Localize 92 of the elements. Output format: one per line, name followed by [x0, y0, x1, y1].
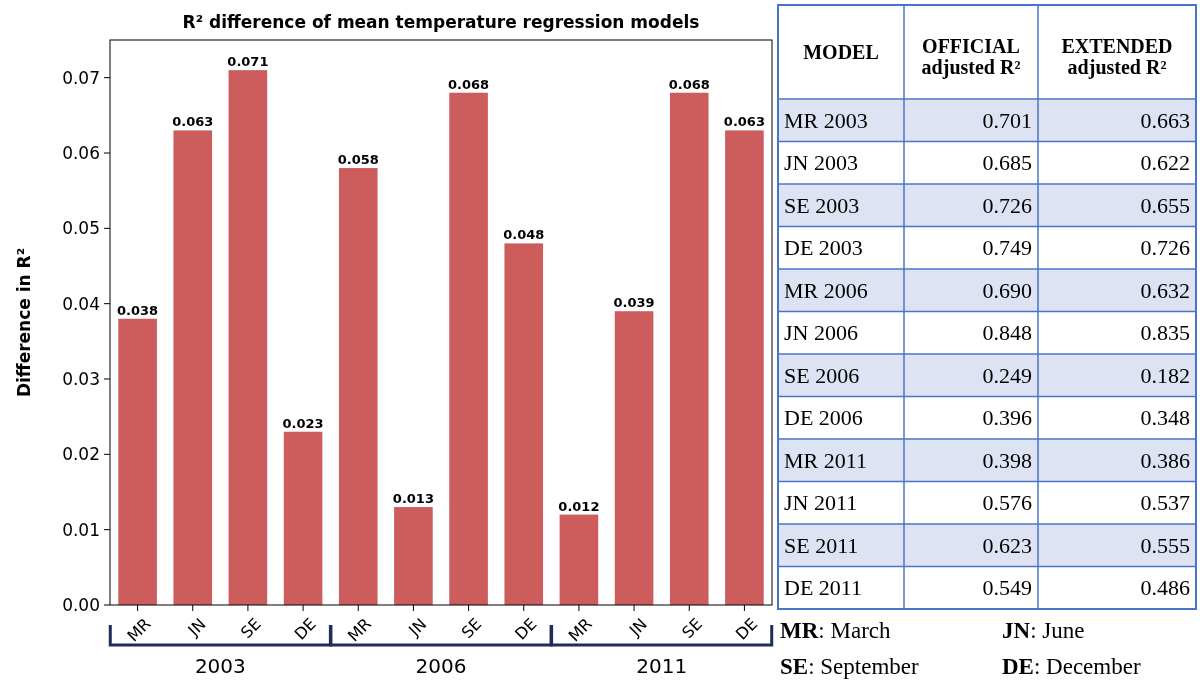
x-tick-label: SE: [678, 614, 706, 643]
category-label: SE 2011: [784, 532, 859, 558]
data-label: 0.685: [982, 150, 1032, 176]
bar: [614, 311, 654, 605]
data-label: 0.063: [172, 114, 214, 130]
x-tick-label: MR: [123, 614, 155, 646]
text: SE: September: [780, 654, 919, 679]
text: 2003: [194, 654, 246, 678]
category-label: MR 2011: [784, 447, 867, 473]
y-tick-label: 0.06: [62, 142, 100, 163]
x-tick-label: MR: [343, 614, 375, 646]
category-label: MR 2003: [784, 107, 868, 133]
data-label: 0.690: [982, 277, 1032, 303]
data-label: 0.012: [558, 498, 600, 514]
bar: [725, 130, 764, 605]
y-tick-label: 0.07: [62, 67, 100, 88]
y-axis-title: Difference in R²: [14, 247, 34, 398]
data-label: 0.663: [1140, 107, 1190, 133]
data-label: 0.549: [982, 575, 1032, 601]
data-label: 0.622: [1140, 150, 1190, 176]
text: 2006: [415, 654, 467, 678]
data-label: 0.063: [723, 114, 765, 130]
data-label: 0.537: [1140, 490, 1190, 516]
series-label: OFFICIAL adjusted R²: [921, 35, 1021, 79]
data-label: 0.632: [1140, 277, 1190, 303]
data-label: 0.835: [1140, 320, 1190, 346]
y-tick-label: 0.04: [62, 293, 100, 314]
data-label: 0.396: [982, 405, 1032, 431]
bar: [173, 130, 213, 605]
bar: [228, 70, 268, 605]
data-label: 0.726: [982, 192, 1032, 218]
data-label: 0.749: [982, 235, 1032, 261]
category-label: DE 2006: [784, 405, 863, 431]
x-tick-label: SE: [236, 614, 265, 643]
text: MR: March: [780, 618, 891, 643]
x-tick-label: JN: [183, 614, 210, 641]
data-label: 0.576: [982, 490, 1032, 516]
data-label: 0.023: [282, 415, 324, 431]
x-tick-label: DE: [290, 614, 320, 644]
chart-title: R² difference of mean temperature regression models: [182, 12, 700, 32]
bar: [118, 318, 157, 605]
text: MODEL: [803, 41, 879, 63]
text: EXTENDED adjusted R²: [1061, 35, 1173, 79]
y-tick-label: 0.05: [62, 218, 100, 239]
data-label: 0.848: [982, 320, 1032, 346]
data-label: 0.726: [1140, 235, 1190, 261]
data-label: 0.068: [448, 76, 490, 92]
bar: [504, 243, 544, 605]
category-label: DE 2011: [784, 575, 863, 601]
data-label: 0.386: [1140, 447, 1190, 473]
bar: [559, 514, 599, 605]
x-tick-label: JN: [624, 614, 651, 641]
y-tick-label: 0.03: [62, 368, 100, 389]
data-label: 0.623: [982, 532, 1032, 558]
data-label: 0.249: [982, 362, 1032, 388]
x-tick-label: DE: [731, 614, 762, 644]
data-label: 0.013: [392, 491, 434, 507]
x-tick-label: MR: [564, 614, 596, 646]
data-label: 0.655: [1140, 192, 1190, 218]
category-label: DE 2003: [784, 235, 863, 261]
bar: [338, 168, 378, 605]
data-label: 0.039: [613, 295, 655, 311]
text: JN: June: [1002, 618, 1085, 643]
data-label: 0.068: [668, 76, 710, 92]
x-tick-label: JN: [404, 614, 431, 641]
x-tick-label: SE: [457, 614, 486, 643]
data-label: 0.038: [117, 302, 159, 318]
data-label: 0.701: [982, 107, 1032, 133]
data-label: 0.058: [337, 152, 379, 168]
category-label: SE 2006: [784, 362, 860, 388]
data-label: 0.398: [982, 447, 1032, 473]
data-label: 0.182: [1140, 362, 1190, 388]
bar: [283, 431, 323, 605]
y-tick-label: 0.02: [62, 444, 100, 465]
data-label: 0.348: [1140, 405, 1190, 431]
y-tick-label: 0.01: [62, 519, 100, 540]
bar: [669, 92, 709, 605]
bar: [394, 507, 433, 605]
x-tick-label: DE: [511, 614, 541, 644]
text: DE: December: [1002, 654, 1141, 679]
category-label: JN 2003: [784, 150, 858, 176]
data-label: 0.555: [1140, 532, 1190, 558]
category-label: MR 2006: [784, 277, 868, 303]
data-label: 0.486: [1140, 575, 1190, 601]
category-label: JN 2006: [784, 320, 858, 346]
text: 2011: [636, 654, 688, 678]
data-label: 0.048: [503, 227, 545, 243]
bar: [449, 92, 488, 605]
category-label: JN 2011: [784, 490, 858, 516]
y-tick-label: 0.00: [62, 594, 100, 615]
data-label: 0.071: [227, 54, 269, 70]
category-label: SE 2003: [784, 192, 860, 218]
